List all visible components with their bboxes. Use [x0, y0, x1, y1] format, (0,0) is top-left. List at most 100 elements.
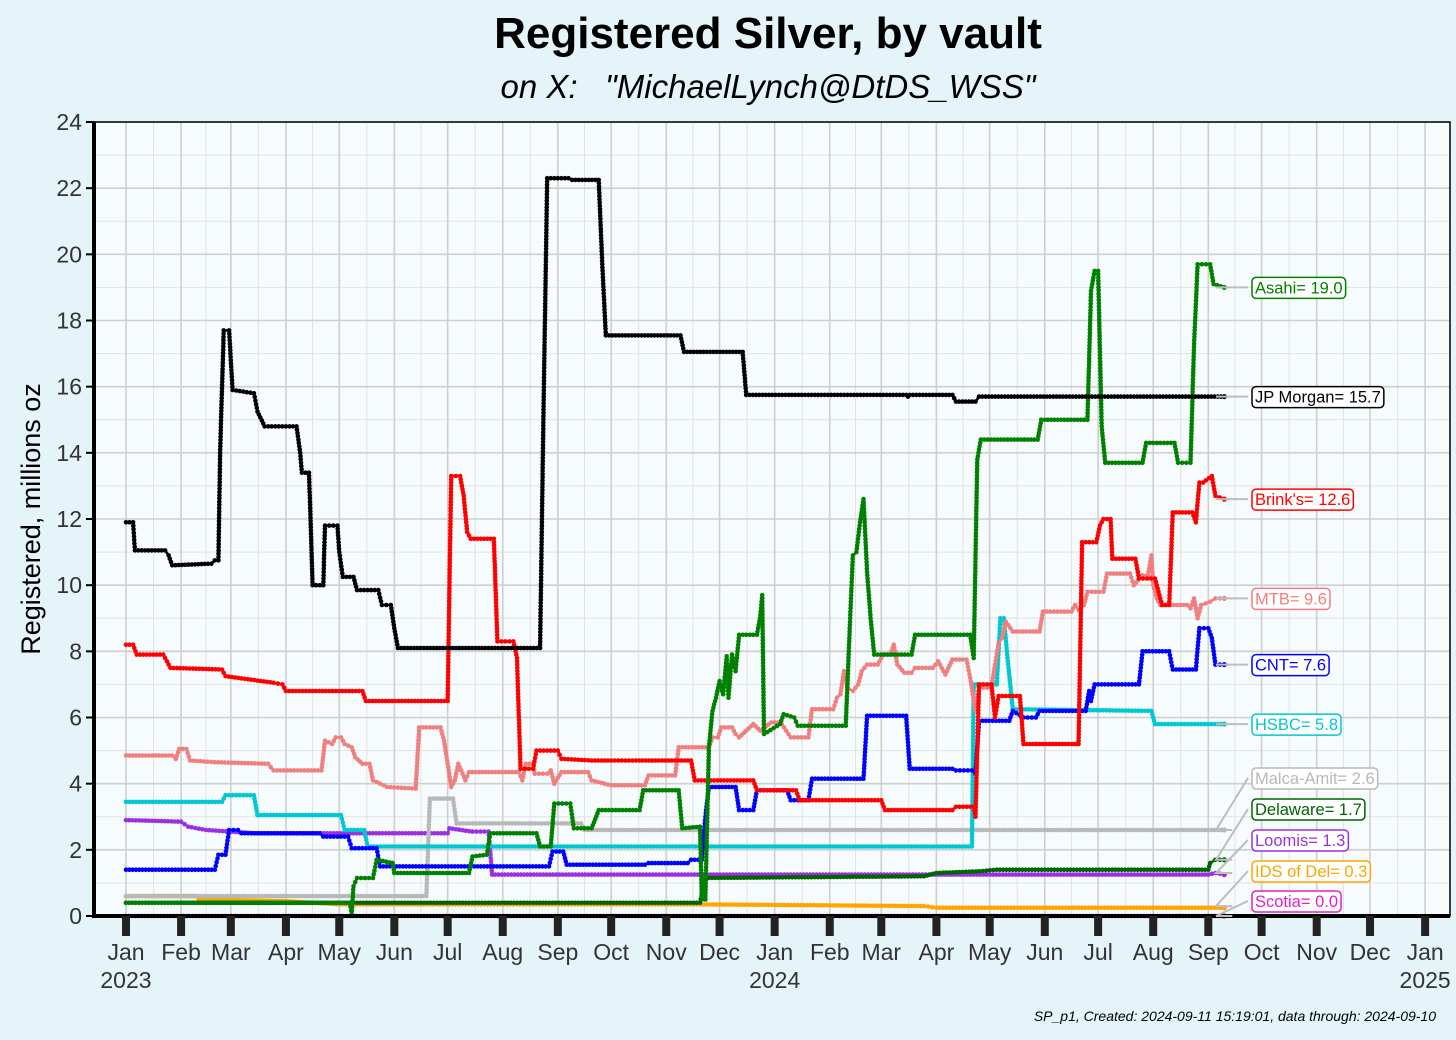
- data-point: [726, 827, 732, 833]
- data-point: [807, 827, 812, 833]
- data-point: [1151, 872, 1156, 877]
- data-point: [555, 748, 561, 753]
- data-point: [166, 799, 172, 805]
- data-point: [818, 874, 824, 880]
- data-point: [970, 792, 975, 797]
- data-point: [1128, 872, 1134, 877]
- data-point: [426, 844, 432, 849]
- data-point: [611, 900, 616, 906]
- data-point: [281, 893, 287, 899]
- data-point: [616, 844, 621, 849]
- data-point: [1170, 905, 1175, 910]
- data-point: [123, 817, 129, 823]
- data-point: [871, 827, 877, 833]
- data-point: [733, 902, 739, 907]
- data-point: [660, 872, 665, 877]
- data-point: [630, 900, 635, 906]
- data-point: [625, 844, 631, 849]
- data-point: [1093, 867, 1099, 872]
- data-point: [1003, 635, 1008, 641]
- data-point: [527, 900, 533, 906]
- data-point: [426, 832, 431, 837]
- data-point: [192, 867, 198, 872]
- data-point: [850, 903, 855, 908]
- data-point: [432, 831, 437, 836]
- data-point: [732, 875, 737, 880]
- data-point: [983, 868, 989, 873]
- data-point: [906, 827, 912, 833]
- data-point: [580, 844, 586, 849]
- data-point: [278, 893, 284, 899]
- data-point: [508, 900, 514, 906]
- data-point: [1058, 872, 1063, 877]
- data-point: [1192, 721, 1197, 727]
- data-point: [783, 844, 788, 849]
- data-point: [130, 867, 135, 872]
- data-point: [866, 903, 872, 908]
- data-point: [770, 875, 776, 880]
- data-point: [411, 893, 416, 899]
- data-point: [982, 905, 988, 910]
- data-point: [903, 827, 909, 833]
- data-point: [444, 900, 450, 906]
- data-point: [123, 799, 129, 805]
- data-point: [1183, 827, 1188, 833]
- data-point: [714, 902, 719, 907]
- data-point: [784, 827, 790, 833]
- data-point: [1055, 872, 1060, 877]
- data-point: [1193, 827, 1198, 833]
- data-point: [1180, 867, 1185, 872]
- data-point: [470, 900, 475, 906]
- data-point: [526, 821, 531, 826]
- data-point: [945, 827, 951, 833]
- data-point: [396, 900, 401, 906]
- data-point: [969, 821, 975, 827]
- data-point: [412, 900, 417, 906]
- data-point: [272, 893, 277, 899]
- data-point: [146, 893, 151, 899]
- data-point: [227, 893, 232, 899]
- data-point: [300, 812, 305, 818]
- data-point: [331, 831, 337, 836]
- data-point: [1212, 721, 1217, 727]
- data-point: [648, 844, 653, 849]
- data-point: [1003, 827, 1008, 833]
- data-point: [531, 872, 537, 877]
- data-point: [873, 874, 878, 879]
- data-point: [1154, 867, 1160, 872]
- data-point: [970, 724, 976, 729]
- data-point: [915, 844, 920, 849]
- data-point: [863, 903, 868, 908]
- data-point: [450, 900, 456, 906]
- data-point: [466, 900, 472, 906]
- data-point: [532, 771, 537, 776]
- data-point: [929, 827, 934, 833]
- data-point: [782, 902, 787, 908]
- data-point: [908, 874, 914, 879]
- data-point: [559, 900, 565, 906]
- data-point: [437, 796, 443, 801]
- data-point: [934, 870, 939, 876]
- data-point: [1064, 872, 1070, 877]
- data-point: [693, 844, 698, 849]
- data-point: [513, 844, 518, 849]
- data-point: [420, 844, 425, 849]
- data-point: [579, 872, 585, 877]
- data-point: [771, 827, 777, 833]
- data-point: [736, 827, 742, 833]
- data-point: [1161, 872, 1166, 877]
- data-point: [813, 827, 819, 833]
- data-point: [640, 900, 645, 906]
- data-point: [275, 681, 281, 686]
- data-point: [1077, 827, 1082, 833]
- data-point: [710, 827, 716, 833]
- data-point: [1207, 599, 1213, 604]
- data-point: [995, 668, 1000, 674]
- data-point: [425, 851, 431, 857]
- data-point: [1179, 905, 1185, 910]
- data-point: [413, 844, 419, 849]
- data-point: [424, 890, 429, 896]
- data-point: [998, 905, 1004, 910]
- data-point: [970, 753, 976, 758]
- data-point: [1116, 708, 1122, 713]
